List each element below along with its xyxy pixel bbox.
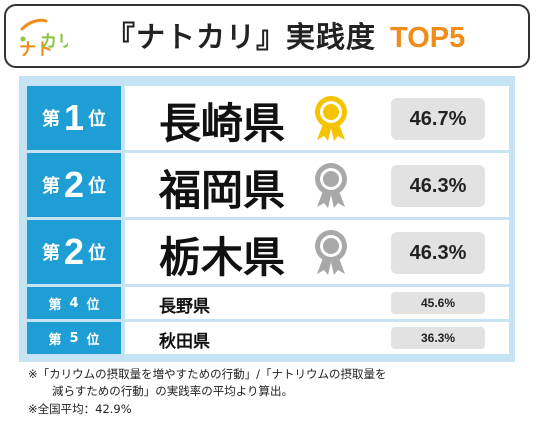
header-banner: ナト カリ 『ナトカリ』実践度 TOP5	[4, 4, 530, 68]
silver-medal-icon	[315, 230, 347, 275]
row-body: 長崎県 46.7%	[125, 86, 509, 150]
title-accent: TOP5	[390, 22, 466, 54]
rank-suffix: 位	[86, 332, 100, 348]
percent-value: 46.3%	[391, 165, 485, 207]
rank-number: 4	[69, 295, 79, 311]
rank-prefix: 第	[41, 176, 60, 197]
title-text: 『ナトカリ』実践度	[106, 20, 377, 54]
prefecture-name: 福岡県	[159, 166, 286, 215]
percent-value: 36.3%	[391, 327, 485, 349]
rank-number: 1	[63, 97, 85, 138]
rank-prefix: 第	[41, 243, 60, 264]
rank-number: 2	[63, 164, 85, 205]
rank-label: 第 4 位	[27, 287, 121, 319]
rank-number: 2	[63, 231, 85, 272]
rank-prefix: 第	[48, 297, 62, 313]
national-average-note: ※全国平均：42.9%	[28, 402, 132, 416]
rank-prefix: 第	[48, 332, 62, 348]
footnote-line-1: ※「カリウムの摂取量を増やすための行動」/「ナトリウムの摂取量を	[28, 367, 387, 381]
svg-text:ナト: ナト	[19, 40, 53, 60]
row-body: 長野県 45.6%	[125, 287, 509, 319]
ranking-row-3: 第 2 位 栃木県 46.3%	[27, 220, 509, 284]
rank-suffix: 位	[88, 109, 107, 130]
ranking-row-2: 第 2 位 福岡県 46.3%	[27, 153, 509, 217]
rank-suffix: 位	[88, 176, 107, 197]
rank-suffix: 位	[86, 297, 100, 313]
rank-prefix: 第	[41, 109, 60, 130]
natokari-logo: ナト カリ	[19, 18, 68, 60]
ranking-row-4: 第 4 位 長野県 45.6%	[27, 287, 509, 319]
prefecture-name: 秋田県	[159, 332, 210, 352]
svg-text:カリ: カリ	[40, 32, 68, 52]
rank-suffix: 位	[88, 243, 107, 264]
row-body: 秋田県 36.3%	[125, 322, 509, 354]
percent-value: 46.7%	[391, 98, 485, 140]
row-body: 栃木県 46.3%	[125, 220, 509, 284]
rank-label: 第 5 位	[27, 322, 121, 354]
prefecture-name: 栃木県	[159, 233, 286, 282]
percent-value: 45.6%	[391, 292, 485, 314]
ranking-row-1: 第 1 位 長崎県 46.7%	[27, 86, 509, 150]
row-body: 福岡県 46.3%	[125, 153, 509, 217]
rank-label: 第 2 位	[27, 153, 121, 217]
rank-number: 5	[69, 330, 79, 346]
rank-label: 第 2 位	[27, 220, 121, 284]
prefecture-name: 長野県	[159, 297, 210, 317]
footnote-line-2: 減らすための行動」の実践率の平均より算出。	[52, 384, 294, 398]
ranking-panel: 第 1 位 長崎県 46.7% 第 2 位 福岡県	[19, 76, 515, 362]
page-title: 『ナトカリ』実践度 TOP5	[106, 14, 465, 56]
ranking-row-5: 第 5 位 秋田県 36.3%	[27, 322, 509, 354]
percent-value: 46.3%	[391, 232, 485, 274]
gold-medal-icon	[315, 96, 347, 141]
prefecture-name: 長崎県	[159, 99, 286, 148]
rank-label: 第 1 位	[27, 86, 121, 150]
silver-medal-icon	[315, 163, 347, 208]
